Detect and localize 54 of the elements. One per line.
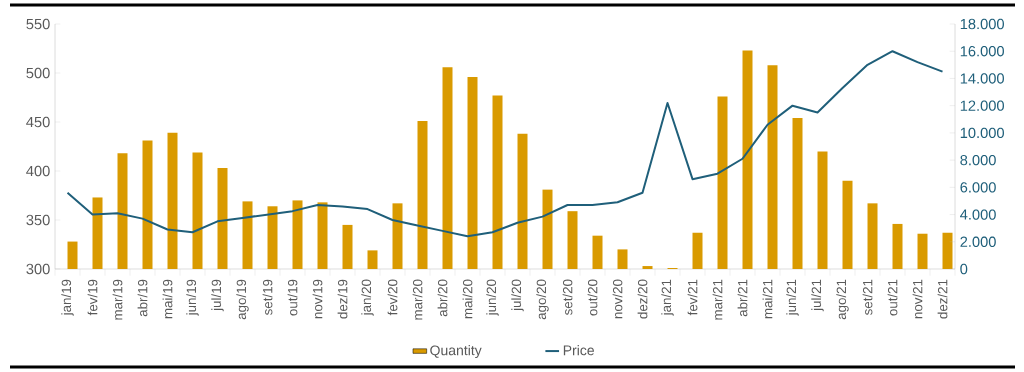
x-tick-label: dez/20	[637, 279, 648, 319]
x-tick-label: set/19	[262, 279, 273, 315]
y2-tick-label: 16.000	[960, 46, 1004, 57]
x-tick-label: jun/21	[786, 279, 799, 316]
y2-tick-label: 18.000	[960, 18, 1004, 30]
x-tick-label: nov/19	[312, 279, 323, 319]
x-tick-label: out/20	[587, 279, 598, 316]
x-tick-label: abr/20	[437, 279, 448, 317]
x-tick-label: jul/20	[511, 279, 524, 312]
x-tick-label: jul/21	[811, 279, 824, 312]
y2-tick-label: 12.000	[960, 100, 1004, 111]
x-tick-label: fev/19	[87, 279, 98, 316]
x-tick-label: jun/19	[186, 279, 199, 316]
y2-tick-label: 0	[960, 263, 968, 275]
y2-tick-label: 10.000	[960, 127, 1004, 139]
x-tick-label: set/21	[862, 279, 873, 315]
x-tick-label: mar/19	[112, 279, 123, 320]
x-tick-label: mai/20	[462, 279, 473, 319]
x-tick-label: abr/21	[737, 279, 748, 317]
x-tick-label: jan/20	[361, 279, 374, 316]
x-tick-label: fev/20	[387, 279, 398, 316]
x-tick-label: ago/20	[536, 279, 549, 320]
x-tick-label: jan/21	[661, 279, 674, 316]
x-tick-label: mai/19	[162, 279, 173, 319]
x-tick-label: abr/19	[137, 279, 148, 317]
y2-tick-label: 4.000	[960, 209, 996, 220]
x-tick-label: out/19	[287, 279, 298, 316]
y-tick-label: 550	[26, 18, 50, 30]
x-tick-label: dez/21	[937, 279, 948, 319]
x-tick-label: ago/21	[836, 279, 849, 320]
y-tick-label: 450	[26, 116, 50, 128]
legend-label: Price	[563, 345, 594, 356]
x-tick-label: nov/20	[612, 279, 623, 319]
y-tick-label: 400	[26, 165, 50, 177]
x-tick-label: dez/19	[337, 279, 348, 319]
x-tick-label: set/20	[562, 279, 573, 315]
legend-label: Quantity	[430, 345, 482, 359]
x-tick-label: mar/20	[412, 279, 423, 320]
x-tick-label: jul/19	[211, 279, 224, 312]
x-tick-label: mai/21	[762, 279, 773, 319]
x-tick-label: out/21	[887, 279, 898, 316]
x-tick-label: nov/21	[912, 279, 923, 319]
y-tick-label: 500	[26, 67, 50, 79]
y-tick-label: 350	[26, 214, 50, 226]
x-tick-label: jun/20	[486, 279, 499, 316]
y2-tick-label: 14.000	[960, 73, 1004, 84]
y-tick-label: 300	[26, 263, 50, 275]
x-tick-label: jan/19	[61, 279, 74, 316]
y2-tick-label: 8.000	[960, 154, 996, 166]
y2-tick-label: 6.000	[960, 182, 996, 193]
y2-tick-label: 2.000	[960, 236, 996, 247]
x-tick-label: fev/21	[687, 279, 698, 316]
x-tick-label: mar/21	[712, 279, 723, 320]
x-tick-label: ago/19	[236, 279, 249, 320]
